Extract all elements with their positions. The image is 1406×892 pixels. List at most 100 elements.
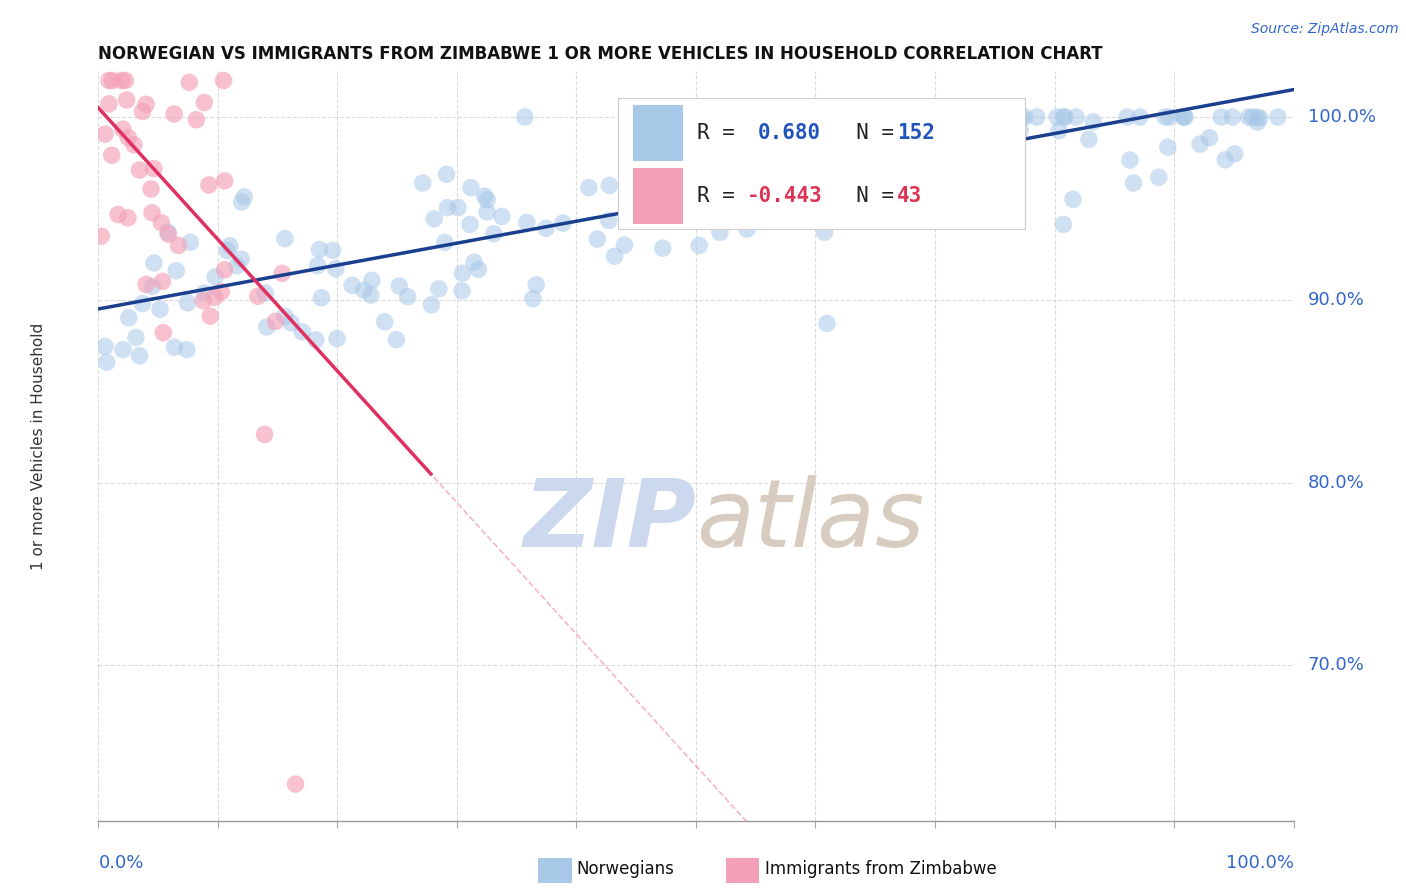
Text: 1 or more Vehicles in Household: 1 or more Vehicles in Household	[31, 322, 46, 570]
Text: atlas: atlas	[696, 475, 924, 566]
Point	[98, 73, 121, 87]
Point	[467, 262, 489, 277]
Point	[516, 215, 538, 229]
Point	[1147, 170, 1170, 185]
Point	[735, 222, 758, 236]
Point	[688, 238, 710, 252]
Point	[1159, 110, 1181, 124]
Point	[135, 277, 157, 292]
Point	[695, 186, 717, 201]
Text: Source: ZipAtlas.com: Source: ZipAtlas.com	[1251, 22, 1399, 37]
Point	[806, 143, 828, 157]
Point	[702, 180, 724, 194]
Point	[142, 161, 165, 176]
Text: Norwegians: Norwegians	[576, 861, 675, 879]
Point	[1267, 110, 1289, 124]
Point	[709, 226, 731, 240]
Point	[214, 174, 236, 188]
Point	[1173, 110, 1195, 124]
Point	[1025, 110, 1047, 124]
Bar	[619, 97, 1025, 228]
Point	[176, 295, 198, 310]
Point	[551, 216, 574, 230]
Text: N =: N =	[831, 123, 907, 143]
Point	[219, 239, 242, 253]
Point	[905, 138, 928, 153]
Text: ZIP: ZIP	[523, 475, 696, 567]
Point	[491, 210, 513, 224]
Text: -0.443: -0.443	[748, 186, 823, 206]
Point	[879, 120, 901, 135]
Point	[803, 136, 825, 151]
Point	[142, 256, 165, 270]
Point	[707, 110, 730, 124]
Point	[651, 241, 673, 255]
Point	[1241, 110, 1264, 124]
Point	[990, 210, 1012, 224]
Point	[682, 172, 704, 186]
Point	[427, 282, 450, 296]
Point	[307, 259, 329, 273]
Point	[524, 277, 547, 292]
Point	[482, 227, 505, 241]
Point	[90, 229, 112, 244]
Point	[928, 110, 950, 124]
Point	[959, 110, 981, 124]
Point	[460, 180, 482, 194]
Point	[1246, 110, 1268, 124]
Point	[385, 333, 408, 347]
Point	[962, 110, 984, 124]
Point	[274, 310, 297, 324]
Text: R =: R =	[697, 123, 761, 143]
Point	[844, 196, 866, 211]
Point	[1047, 123, 1070, 137]
Point	[818, 203, 841, 218]
Point	[477, 193, 499, 207]
Point	[633, 192, 655, 206]
Point	[193, 293, 215, 308]
Point	[125, 330, 148, 344]
Point	[284, 777, 307, 791]
Point	[115, 93, 138, 107]
Point	[360, 273, 382, 287]
Text: Immigrants from Zimbabwe: Immigrants from Zimbabwe	[765, 861, 997, 879]
Point	[271, 266, 294, 280]
Text: 100.0%: 100.0%	[1308, 108, 1376, 126]
Point	[325, 261, 347, 276]
Point	[1223, 146, 1246, 161]
Point	[118, 310, 141, 325]
Point	[1010, 111, 1032, 125]
Point	[163, 340, 186, 354]
Point	[731, 154, 754, 169]
Point	[117, 211, 139, 225]
Text: 0.0%: 0.0%	[98, 855, 143, 872]
Text: 0.680: 0.680	[758, 123, 821, 143]
Point	[813, 225, 835, 239]
Point	[204, 290, 226, 304]
Point	[997, 112, 1019, 126]
Point	[934, 110, 956, 124]
Point	[522, 292, 544, 306]
Point	[156, 225, 179, 239]
Point	[353, 283, 375, 297]
Point	[1052, 218, 1074, 232]
Point	[1077, 132, 1099, 146]
Point	[678, 142, 700, 156]
Point	[167, 238, 190, 252]
Point	[475, 205, 498, 219]
Point	[1189, 136, 1212, 151]
Point	[311, 291, 333, 305]
Point	[613, 238, 636, 252]
Point	[308, 243, 330, 257]
Point	[107, 207, 129, 221]
Bar	[538, 858, 572, 883]
Point	[758, 110, 780, 124]
Point	[128, 349, 150, 363]
Point	[741, 138, 763, 153]
Point	[141, 279, 163, 293]
Point	[1119, 153, 1142, 167]
Point	[578, 180, 600, 194]
Point	[598, 213, 620, 227]
Point	[291, 325, 314, 339]
Point	[458, 218, 481, 232]
